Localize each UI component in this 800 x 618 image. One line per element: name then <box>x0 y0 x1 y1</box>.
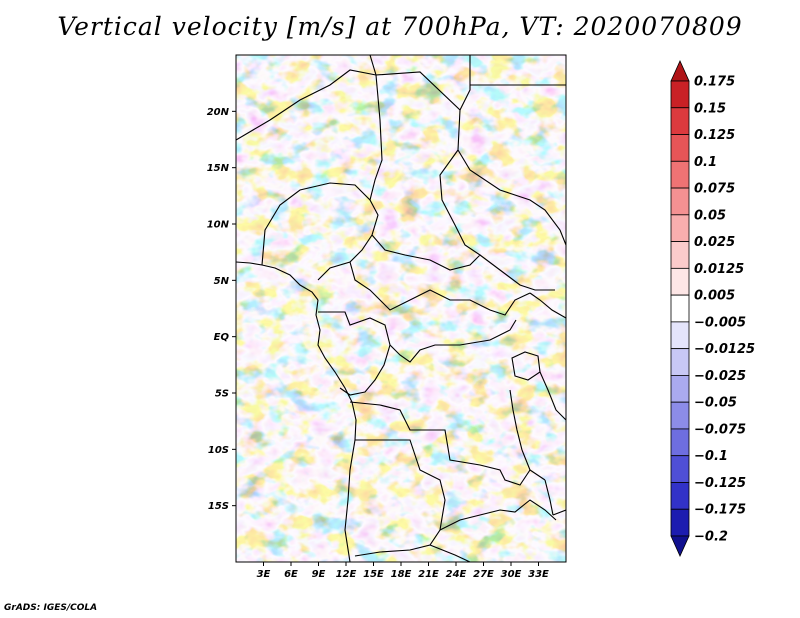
colorbar-swatch <box>670 160 690 189</box>
colorbar-level-label: −0.2 <box>694 530 728 545</box>
colorbar-swatch <box>670 348 690 376</box>
east-africa-borders <box>521 292 566 516</box>
grads-credit: GrADS: IGES/COLA <box>4 603 98 613</box>
chart-title: Vertical velocity [m/s] at 700hPa, VT: 2… <box>57 12 743 41</box>
y-tick-label: 15S <box>208 501 229 512</box>
drc-border <box>349 319 531 486</box>
x-axis: 3E 6E 9E 12E 15E 18E 21E 24E 27E 30E 33E <box>257 562 549 580</box>
y-tick-label: 10N <box>207 220 230 231</box>
colorbar-swatch <box>670 134 690 162</box>
x-tick-label: 12E <box>336 569 357 580</box>
colorbar-level-label: 0.125 <box>694 128 735 143</box>
x-tick-label: 30E <box>501 569 522 580</box>
y-axis: 20N 15N 10N 5N EQ 5S 10S 15S <box>207 107 236 512</box>
colorbar-swatch <box>670 187 690 216</box>
country-borders <box>236 55 566 562</box>
chad-border <box>369 71 481 271</box>
colorbar-swatch <box>670 508 690 537</box>
y-tick-label: 15N <box>207 163 230 174</box>
y-tick-label: EQ <box>214 332 230 343</box>
sudan-borders <box>457 149 566 291</box>
car-border <box>349 261 531 316</box>
x-tick-label: 18E <box>391 569 412 580</box>
colorbar-level-label: −0.1 <box>694 449 728 464</box>
colorbar-level-label: 0.025 <box>694 235 735 250</box>
x-tick-label: 15E <box>363 569 384 580</box>
colorbar: 0.175 0.15 0.125 0.1 0.075 0.05 0.025 0.0125 0.0… <box>670 60 755 557</box>
colorbar-bottom-arrow <box>670 535 690 557</box>
colorbar-level-label: −0.125 <box>694 476 746 491</box>
colorbar-swatch <box>670 241 690 269</box>
niger-algeria-border <box>236 69 377 141</box>
y-tick-label: 10S <box>208 445 229 456</box>
colorbar-level-label: 0.075 <box>694 182 735 197</box>
colorbar-swatch <box>670 428 690 457</box>
colorbar-level-label: 0.15 <box>694 101 726 116</box>
colorbar-swatch <box>670 455 690 483</box>
west-africa-coast <box>236 261 319 301</box>
velocity-field <box>236 55 566 562</box>
colorbar-swatch <box>670 482 690 510</box>
x-tick-label: 33E <box>528 569 549 580</box>
colorbar-level-label: 0.0125 <box>694 262 744 277</box>
colorbar-level-label: −0.0125 <box>694 342 755 357</box>
map-panel <box>236 55 566 562</box>
colorbar-swatch <box>670 401 690 430</box>
colorbar-swatch <box>670 214 690 242</box>
angola-zambia <box>354 439 446 557</box>
x-tick-label: 21E <box>418 569 439 580</box>
gulf-of-guinea-coast <box>315 299 357 562</box>
y-tick-label: 5S <box>215 389 229 400</box>
libya-border <box>369 55 471 111</box>
x-tick-label: 24E <box>446 569 467 580</box>
lake-malawi <box>544 479 554 516</box>
colorbar-level-label: −0.05 <box>694 396 737 411</box>
colorbar-level-label: −0.025 <box>694 369 746 384</box>
y-tick-label: 5N <box>214 276 230 287</box>
zambia-south <box>429 499 557 562</box>
x-tick-label: 6E <box>284 569 298 580</box>
colorbar-level-label: 0.175 <box>694 75 735 90</box>
colorbar-level-label: −0.175 <box>694 503 746 518</box>
colorbar-swatch <box>670 294 690 323</box>
colorbar-level-label: 0.005 <box>694 289 735 304</box>
x-tick-label: 3E <box>257 569 271 580</box>
colorbar-level-label: −0.075 <box>694 422 746 437</box>
colorbar-swatch <box>670 267 690 296</box>
colorbar-swatch <box>670 107 690 135</box>
colorbar-level-label: 0.1 <box>694 155 717 170</box>
x-tick-label: 27E <box>473 569 494 580</box>
colorbar-level-label: −0.005 <box>694 315 746 330</box>
colorbar-top-arrow <box>670 60 690 82</box>
x-tick-label: 9E <box>312 569 326 580</box>
y-tick-label: 20N <box>207 107 230 118</box>
colorbar-swatch <box>670 80 690 109</box>
colorbar-level-label: 0.05 <box>694 208 726 223</box>
colorbar-swatch <box>670 375 690 403</box>
lake-tanganyika <box>509 389 523 451</box>
colorbar-swatch <box>670 321 690 350</box>
